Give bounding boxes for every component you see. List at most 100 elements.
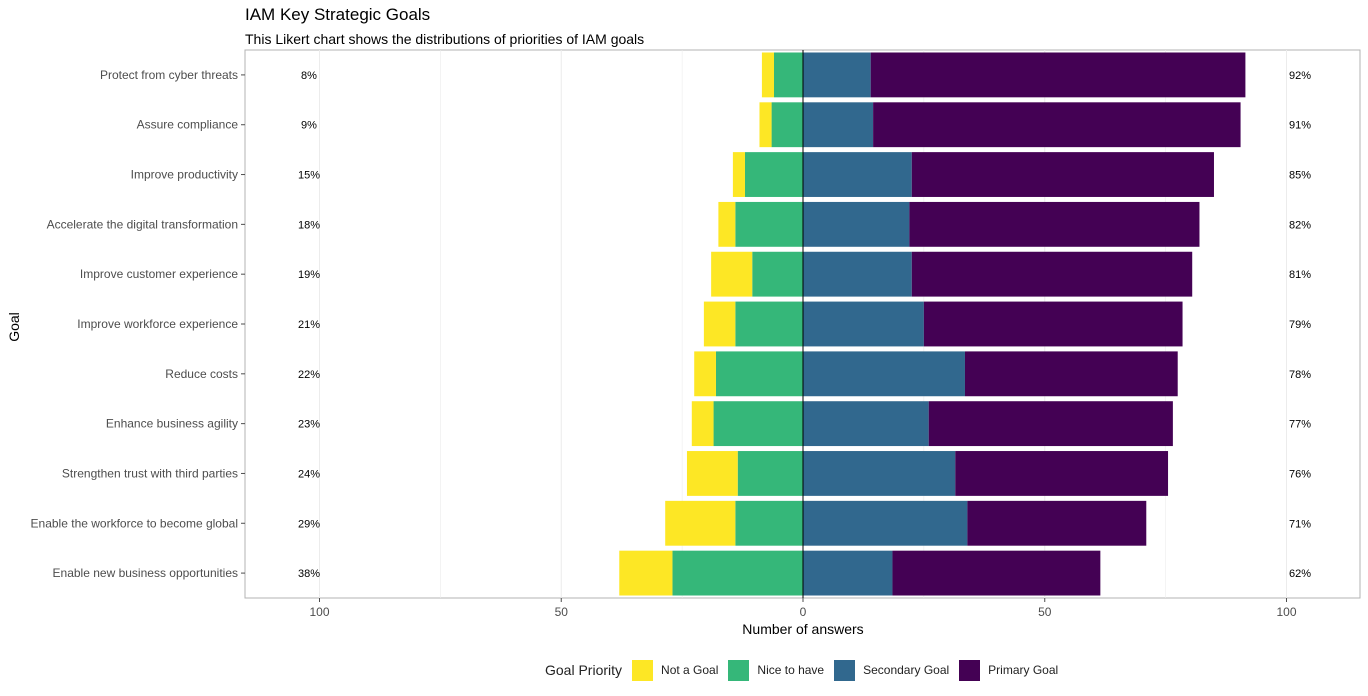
- bar-nice-to-have: [713, 401, 803, 447]
- bar-secondary-goal: [803, 351, 965, 397]
- right-percent-label: 71%: [1289, 518, 1311, 530]
- legend-swatch: [834, 659, 856, 681]
- bar-secondary-goal: [803, 550, 893, 596]
- legend-swatch: [959, 659, 981, 681]
- right-percent-label: 82%: [1289, 219, 1311, 231]
- chart-subtitle: This Likert chart shows the distribution…: [245, 31, 645, 47]
- bar-primary-goal: [873, 102, 1241, 148]
- x-tick-label: 100: [1276, 605, 1296, 619]
- left-percent-label: 19%: [298, 269, 320, 281]
- chart-title: IAM Key Strategic Goals: [245, 5, 431, 24]
- y-tick-label: Accelerate the digital transformation: [47, 217, 238, 231]
- bar-primary-goal: [955, 451, 1169, 496]
- right-percent-label: 78%: [1289, 369, 1311, 381]
- right-percent-label: 92%: [1289, 70, 1311, 82]
- left-percent-label: 8%: [301, 70, 317, 82]
- legend-label: Nice to have: [757, 663, 825, 677]
- right-percent-label: 81%: [1289, 269, 1311, 281]
- bar-not-a-goal: [759, 102, 772, 148]
- legend-item-secondary-goal: Secondary Goal: [834, 659, 950, 681]
- bar-primary-goal: [892, 550, 1101, 596]
- y-tick-label: Improve workforce experience: [77, 317, 238, 331]
- legend-item-nice-to-have: Nice to have: [728, 659, 825, 681]
- bar-not-a-goal: [732, 152, 745, 197]
- bar-not-a-goal: [703, 301, 736, 347]
- bar-nice-to-have: [773, 52, 803, 98]
- bar-secondary-goal: [803, 102, 874, 148]
- left-percent-label: 38%: [298, 568, 320, 580]
- x-tick-label: 50: [555, 605, 569, 619]
- right-percent-label: 62%: [1289, 568, 1311, 580]
- x-tick-label: 50: [1038, 605, 1052, 619]
- y-tick-label: Improve productivity: [131, 168, 238, 182]
- right-percent-label: 76%: [1289, 468, 1311, 480]
- bar-not-a-goal: [718, 201, 736, 247]
- left-percent-label: 9%: [301, 120, 317, 132]
- right-percent-label: 85%: [1289, 170, 1311, 182]
- bar-nice-to-have: [744, 152, 803, 197]
- bar-primary-goal: [909, 201, 1200, 247]
- bar-primary-goal: [870, 52, 1246, 98]
- y-tick-label: Enable new business opportunities: [53, 566, 238, 580]
- left-percent-label: 18%: [298, 219, 320, 231]
- bar-secondary-goal: [803, 52, 871, 98]
- bar-not-a-goal: [665, 500, 736, 546]
- bar-nice-to-have: [771, 102, 803, 148]
- bar-nice-to-have: [752, 251, 803, 297]
- x-tick-label: 100: [309, 605, 329, 619]
- bar-secondary-goal: [803, 301, 924, 347]
- bar-primary-goal: [964, 351, 1178, 397]
- right-percent-label: 91%: [1289, 120, 1311, 132]
- bar-primary-goal: [923, 301, 1183, 347]
- legend-item-not-a-goal: Not a Goal: [632, 659, 719, 681]
- bar-not-a-goal: [686, 451, 738, 496]
- bar-primary-goal: [928, 401, 1173, 447]
- bar-secondary-goal: [803, 451, 956, 496]
- left-percent-label: 23%: [298, 419, 320, 431]
- bar-nice-to-have: [672, 550, 803, 596]
- y-tick-label: Improve customer experience: [80, 267, 238, 281]
- legend-swatch: [728, 659, 750, 681]
- left-percent-label: 22%: [298, 369, 320, 381]
- right-percent-label: 79%: [1289, 319, 1311, 331]
- left-percent-label: 15%: [298, 170, 320, 182]
- bar-secondary-goal: [803, 251, 912, 297]
- bar-secondary-goal: [803, 401, 929, 447]
- bar-primary-goal: [911, 251, 1193, 297]
- legend-label: Secondary Goal: [863, 663, 950, 677]
- bar-not-a-goal: [619, 550, 673, 596]
- bar-secondary-goal: [803, 500, 968, 546]
- left-percent-label: 29%: [298, 518, 320, 530]
- left-percent-label: 21%: [298, 319, 320, 331]
- y-tick-label: Reduce costs: [165, 367, 238, 381]
- bar-secondary-goal: [803, 152, 912, 197]
- bar-not-a-goal: [691, 401, 714, 447]
- legend-title: Goal Priority: [545, 662, 623, 678]
- y-tick-label: Assure compliance: [137, 118, 239, 132]
- bar-nice-to-have: [735, 201, 803, 247]
- legend-swatch: [632, 659, 654, 681]
- bar-not-a-goal: [761, 52, 774, 98]
- bar-primary-goal: [911, 152, 1214, 197]
- left-percent-label: 24%: [298, 468, 320, 480]
- bar-not-a-goal: [694, 351, 716, 397]
- bar-not-a-goal: [711, 251, 753, 297]
- y-axis-title: Goal: [6, 312, 22, 342]
- y-tick-label: Enhance business agility: [106, 417, 238, 431]
- x-axis-title: Number of answers: [742, 621, 863, 637]
- bar-nice-to-have: [715, 351, 803, 397]
- chart-legend: Goal Priority Not a Goal Nice to have Seco…: [545, 657, 1068, 683]
- right-percent-label: 77%: [1289, 419, 1311, 431]
- legend-item-primary-goal: Primary Goal: [959, 659, 1059, 681]
- legend-label: Not a Goal: [661, 663, 719, 677]
- legend-label: Primary Goal: [988, 663, 1059, 677]
- bar-primary-goal: [967, 500, 1147, 546]
- x-tick-label: 0: [800, 605, 807, 619]
- bar-nice-to-have: [735, 301, 803, 347]
- bar-nice-to-have: [737, 451, 803, 496]
- bar-secondary-goal: [803, 201, 910, 247]
- y-tick-label: Strengthen trust with third parties: [62, 466, 238, 480]
- y-tick-label: Enable the workforce to become global: [31, 516, 238, 530]
- bar-nice-to-have: [735, 500, 803, 546]
